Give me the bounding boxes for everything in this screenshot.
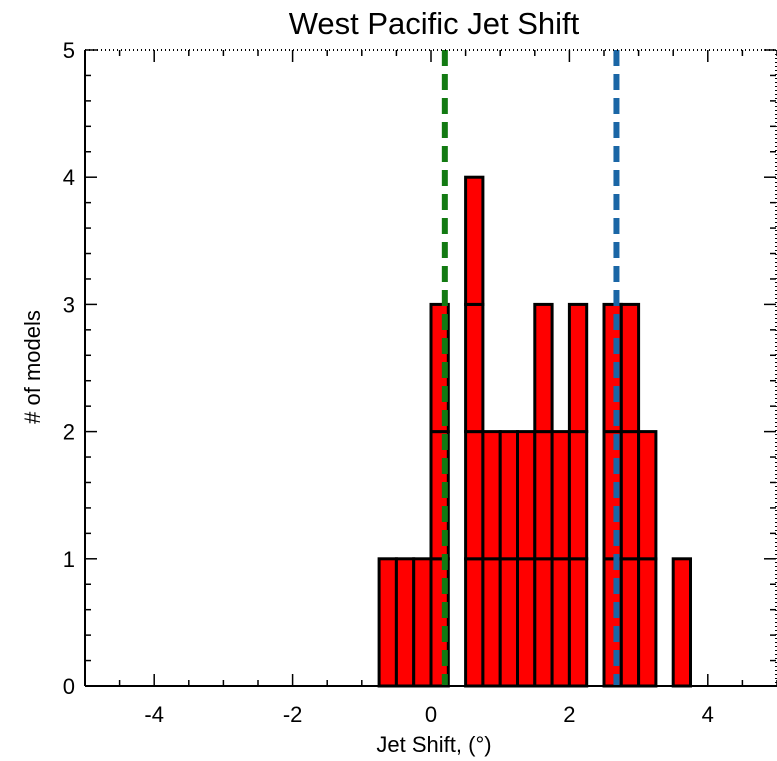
- histogram-bar-block: [464, 557, 485, 688]
- histogram-bar: [533, 302, 554, 688]
- histogram-bar-block: [533, 430, 554, 561]
- histogram-bar-block: [412, 557, 433, 688]
- y-tick-label: 0: [63, 674, 75, 699]
- histogram-bar-block: [533, 302, 554, 434]
- histogram-bar-block: [394, 557, 416, 688]
- histogram-bar-block: [429, 557, 450, 688]
- axes: -4 -2 0 2 4 0 1 2 3 4 5: [63, 38, 777, 727]
- histogram-bar-block: [498, 430, 520, 561]
- histogram-bar: [619, 302, 641, 688]
- bars-layer: [377, 175, 693, 688]
- histogram-bar-block: [481, 430, 502, 561]
- y-tick-label: 2: [63, 420, 75, 445]
- y-tick-label: 1: [63, 547, 75, 572]
- histogram-bar-block: [567, 302, 589, 434]
- histogram-bar-block: [464, 430, 485, 561]
- histogram-bar: [550, 430, 571, 688]
- chart-title: West Pacific Jet Shift: [289, 6, 580, 41]
- histogram-bar: [412, 557, 433, 688]
- histogram-bar: [464, 175, 485, 688]
- y-axis-label: # of models: [20, 310, 45, 424]
- histogram-bar-block: [550, 557, 571, 688]
- y-tick-label: 3: [63, 292, 75, 317]
- histogram-bar-block: [619, 557, 641, 688]
- histogram-bar: [498, 430, 520, 688]
- histogram-bar-block: [464, 175, 485, 306]
- histogram-bar-block: [637, 557, 658, 688]
- histogram-bar-block: [619, 430, 641, 561]
- histogram-bar: [671, 557, 693, 688]
- y-tick-label: 5: [63, 38, 75, 63]
- x-tick-label: -2: [283, 702, 303, 727]
- histogram-bar: [481, 430, 502, 688]
- histogram-bar-block: [550, 430, 571, 561]
- histogram-bar-block: [481, 557, 502, 688]
- x-axis-label: Jet Shift, (°): [376, 732, 491, 757]
- histogram-bar: [516, 430, 537, 688]
- histogram-bar-block: [637, 430, 658, 561]
- histogram-bar-block: [671, 557, 693, 688]
- x-tick-label: 2: [563, 702, 575, 727]
- histogram-bar: [394, 557, 416, 688]
- histogram-bar-block: [464, 302, 485, 434]
- x-tick-label: -4: [144, 702, 164, 727]
- y-tick-label: 4: [63, 165, 75, 190]
- x-tick-label: 0: [425, 702, 437, 727]
- histogram-bar-block: [619, 302, 641, 434]
- histogram-bar: [377, 557, 398, 688]
- histogram-bar: [637, 430, 658, 688]
- histogram-bar-block: [516, 557, 537, 688]
- reference-lines: [441, 50, 620, 686]
- histogram-bar: [567, 302, 589, 688]
- histogram-bar-block: [533, 557, 554, 688]
- histogram-bar-block: [516, 430, 537, 561]
- histogram-bar-block: [498, 557, 520, 688]
- histogram-bar-block: [567, 557, 589, 688]
- histogram-bar-block: [377, 557, 398, 688]
- histogram-bar-block: [602, 557, 623, 688]
- histogram-bar-block: [567, 430, 589, 561]
- x-tick-label: 4: [702, 702, 714, 727]
